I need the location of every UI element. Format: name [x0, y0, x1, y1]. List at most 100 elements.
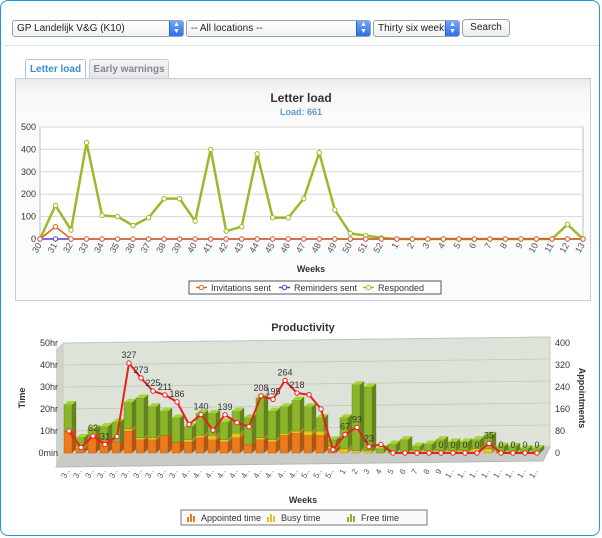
bar-side: [432, 440, 437, 451]
x-tick-label: 3..: [95, 468, 107, 480]
search-button[interactable]: Search: [462, 19, 510, 37]
bar-side: [300, 396, 305, 431]
appointments-label: 208: [253, 383, 268, 393]
legend-label: Responded: [378, 283, 424, 293]
appointments-point: [474, 450, 480, 456]
bar-stack: [219, 418, 233, 454]
x-tick-label: 9: [514, 241, 525, 250]
bar-face: [423, 443, 433, 451]
period-select-value: Thirty six weeks: [378, 23, 450, 34]
bar-top: [412, 442, 425, 447]
data-point: [270, 215, 276, 221]
bar-face: [219, 441, 229, 454]
bar-face: [147, 406, 157, 438]
x-tick-label: 49: [325, 241, 339, 255]
y-tick-label: 300: [21, 167, 36, 177]
appointments-point: [450, 450, 456, 456]
legend-swatch: [193, 516, 195, 522]
bar-side: [120, 438, 125, 453]
bar-top: [172, 414, 185, 418]
bar-side: [156, 434, 161, 440]
appointments-label: 273: [133, 365, 148, 375]
appointments-point: [462, 450, 468, 456]
x-tick-label: 3..: [71, 468, 83, 480]
bar-side: [228, 436, 233, 442]
location-select[interactable]: -- All locations -- ▲ ▼: [186, 20, 371, 37]
appointments-point: [378, 441, 384, 448]
organisation-select[interactable]: GP Landelijk V&G (K10) ▲ ▼: [12, 20, 184, 37]
bar-top: [532, 445, 545, 449]
bar-top: [268, 407, 281, 412]
data-point: [254, 236, 260, 242]
bar-face: [219, 439, 229, 443]
data-point: [347, 230, 353, 237]
x-tick-label: 4..: [251, 468, 263, 480]
bar-top: [304, 403, 317, 407]
bar-side: [336, 445, 341, 453]
x-tick-label: 3: [362, 467, 372, 476]
bar-side: [96, 425, 101, 436]
y-tick-label: 0: [31, 234, 36, 244]
bar-face: [123, 430, 133, 454]
data-point: [502, 236, 509, 242]
bar-stack: [315, 414, 329, 454]
data-point: [114, 213, 121, 220]
data-point: [254, 151, 260, 157]
appointments-point: [198, 411, 204, 418]
bar-top: [124, 398, 137, 403]
data-point: [145, 236, 152, 242]
data-point: [176, 195, 183, 202]
appointments-point: [102, 441, 108, 448]
data-point: [114, 236, 121, 242]
x-tick-label: 3..: [131, 468, 143, 480]
bar-side: [492, 431, 497, 449]
appointments-label: 0: [498, 440, 503, 450]
data-point: [347, 236, 353, 242]
legend-marker: [365, 284, 372, 291]
bar-stack: [183, 423, 197, 454]
bar-top: [520, 445, 533, 449]
bar-face: [231, 437, 241, 454]
appointments-label: 62: [88, 423, 98, 433]
legend-marker: [198, 284, 205, 291]
data-point: [285, 215, 291, 221]
x-tick-label: 37: [139, 241, 153, 255]
bar-side: [168, 431, 173, 453]
appointments-label: 218: [289, 380, 304, 390]
bar-side: [216, 436, 221, 453]
bar-top: [100, 423, 113, 427]
x-tick-label: 4: [436, 241, 447, 250]
bar-stack: [267, 407, 281, 454]
bar-side: [84, 442, 89, 449]
bar-side: [156, 436, 161, 453]
data-point: [68, 227, 74, 233]
appointments-point: [186, 421, 192, 428]
data-point: [270, 236, 276, 242]
bar-side: [120, 418, 125, 442]
bar-face: [267, 439, 277, 443]
tab-letter-load[interactable]: Letter load: [25, 59, 86, 79]
x-tick-label: 36: [123, 241, 137, 255]
bar-face: [219, 421, 229, 440]
x-tick-label: 4..: [287, 468, 299, 480]
bar-side: [528, 445, 533, 453]
bar-face: [339, 448, 349, 454]
bar-face: [315, 435, 325, 454]
appointments-point: [66, 428, 72, 434]
appointments-label: 211: [158, 382, 172, 392]
data-point: [471, 236, 478, 242]
x-tick-label: 7: [482, 241, 493, 250]
bar-stack: [399, 436, 413, 454]
x-tick-label: 4: [374, 467, 384, 476]
bar-top: [328, 436, 341, 440]
bar-side: [180, 438, 185, 453]
bar-top: [400, 436, 413, 440]
x-tick-label: 1..: [443, 468, 455, 480]
x-axis-title: Weeks: [297, 264, 325, 274]
bar-side: [276, 407, 281, 440]
tab-early-warnings[interactable]: Early warnings: [89, 59, 169, 79]
bar-side: [432, 447, 437, 453]
bar-stack: [243, 414, 257, 454]
bar-face: [243, 443, 253, 454]
period-select[interactable]: Thirty six weeks ▲ ▼: [373, 20, 460, 37]
